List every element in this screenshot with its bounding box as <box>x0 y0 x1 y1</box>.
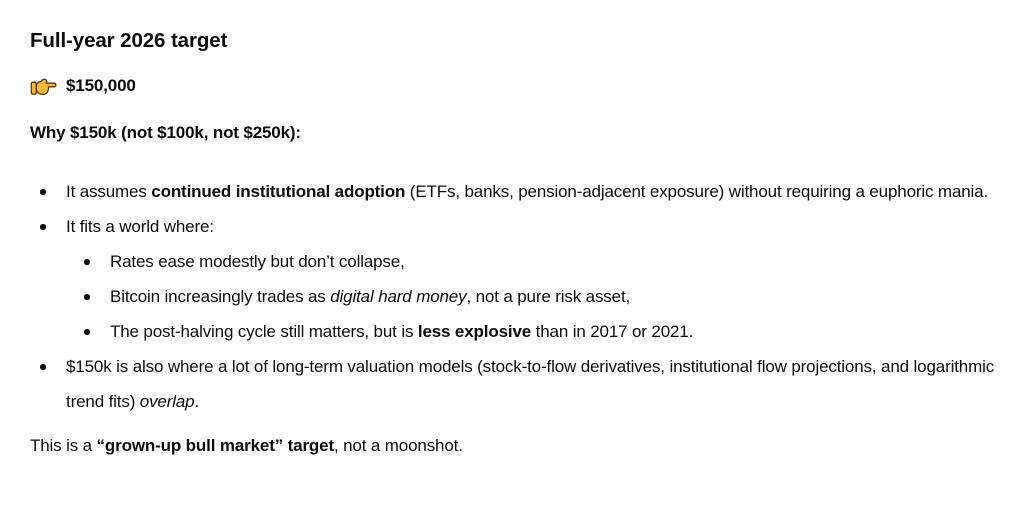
target-amount: $150,000 <box>66 76 136 95</box>
list-item-rates: Rates ease modestly but don’t collapse, <box>70 244 1021 279</box>
list-item-world: It fits a world where: Rates ease modest… <box>30 209 1021 349</box>
world-sublist: Rates ease modestly but don’t collapse, … <box>70 244 1021 349</box>
pointing-right-hand-icon <box>30 76 57 98</box>
why-heading: Why $150k (not $100k, not $250k): <box>30 123 301 142</box>
list-item-halving: The post-halving cycle still matters, bu… <box>70 314 1021 349</box>
list-item-adoption: It assumes continued institutional adopt… <box>30 174 1021 209</box>
closing-statement: This is a “grown-up bull market” target,… <box>30 436 463 455</box>
page-title: Full-year 2026 target <box>30 29 228 52</box>
document-body: Full-year 2026 target $150,000 Why $150k… <box>30 29 1021 455</box>
reason-list: It assumes continued institutional adopt… <box>30 174 1021 419</box>
list-item-world-text: It fits a world where: <box>66 217 214 236</box>
target-amount-line: $150,000 <box>30 74 1021 98</box>
list-item-valuation: $150k is also where a lot of long-term v… <box>30 349 1021 419</box>
list-item-hard-money: Bitcoin increasingly trades as digital h… <box>70 279 1021 314</box>
